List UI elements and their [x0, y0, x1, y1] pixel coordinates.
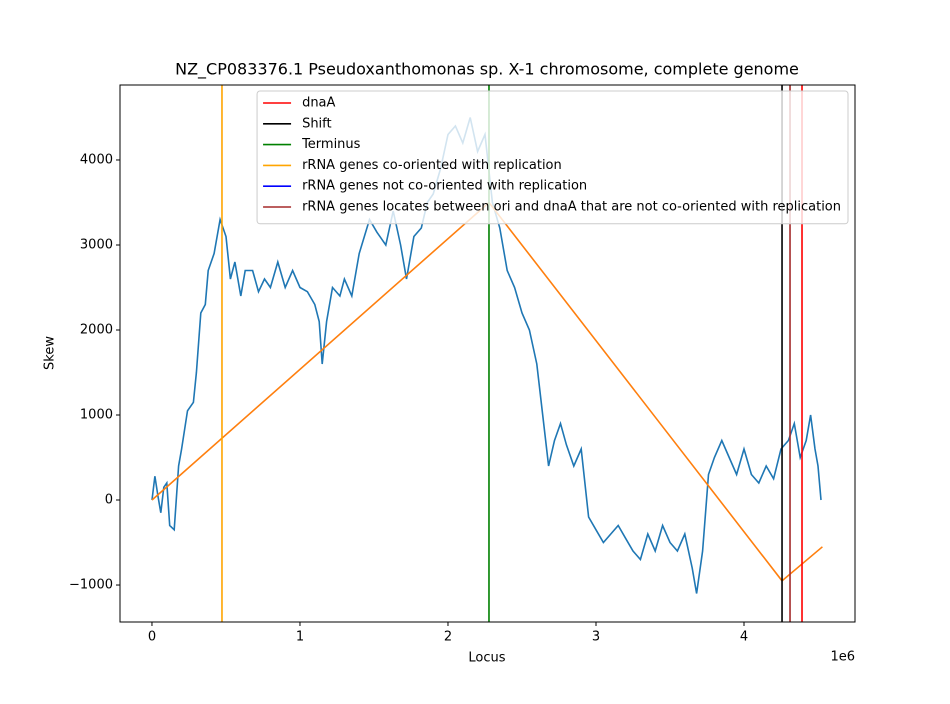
x-tick-label: 2: [444, 630, 452, 645]
x-tick-label: 4: [740, 630, 748, 645]
y-tick-label: 2000: [80, 322, 113, 337]
data-line: [151, 201, 823, 582]
y-tick-label: −1000: [69, 578, 113, 593]
x-tick-label: 1: [296, 630, 304, 645]
y-tick-label: 0: [105, 493, 113, 508]
legend-label: Terminus: [301, 137, 361, 152]
legend-label: rRNA genes co-oriented with replication: [302, 158, 562, 173]
legend: dnaA Shift Terminus rRNA genes co-oriented …: [256, 90, 849, 225]
y-axis-label: Skew: [43, 336, 58, 370]
legend-label: rRNA genes locates between ori and dnaA …: [302, 200, 841, 215]
x-offset-label: 1e6: [830, 650, 855, 665]
y-tick-label: 1000: [80, 408, 113, 423]
legend-box: [256, 90, 849, 225]
y-tick-label: 4000: [80, 152, 113, 167]
axes-frame: [119, 84, 856, 623]
legend-label: dnaA: [302, 96, 335, 111]
x-tick-label: 3: [592, 630, 600, 645]
y-tick-label: 3000: [80, 237, 113, 252]
x-tick-label: 0: [148, 630, 156, 645]
chart-title: NZ_CP083376.1 Pseudoxanthomonas sp. X-1 …: [175, 60, 799, 80]
legend-label: rRNA genes not co-oriented with replicat…: [302, 179, 587, 194]
x-axis-label: Locus: [468, 651, 505, 666]
legend-label: Shift: [302, 116, 332, 131]
